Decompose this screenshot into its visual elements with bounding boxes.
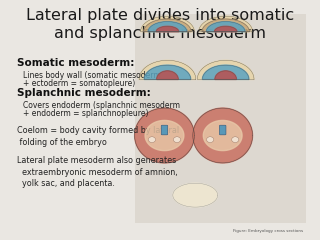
Circle shape [173, 137, 180, 143]
Text: Figure: Embryology cross sections: Figure: Embryology cross sections [233, 229, 303, 233]
Text: Lateral plate divides into somatic
and splanchnic mesoderm: Lateral plate divides into somatic and s… [26, 8, 294, 41]
Text: Lateral plate mesoderm also generates
  extraembryonic mesoderm of amnion,
  yol: Lateral plate mesoderm also generates ex… [17, 156, 177, 188]
Polygon shape [203, 120, 242, 150]
FancyBboxPatch shape [220, 125, 226, 135]
Polygon shape [157, 71, 178, 79]
Polygon shape [140, 16, 194, 32]
FancyBboxPatch shape [161, 125, 168, 135]
Polygon shape [145, 120, 184, 150]
Polygon shape [135, 108, 194, 163]
Polygon shape [214, 26, 237, 32]
Text: Somatic mesoderm:: Somatic mesoderm: [17, 58, 134, 68]
Text: + ectoderm = somatopleure): + ectoderm = somatopleure) [23, 79, 135, 88]
Polygon shape [202, 19, 249, 32]
Polygon shape [144, 19, 191, 32]
Polygon shape [173, 183, 218, 207]
Polygon shape [206, 22, 245, 32]
Polygon shape [199, 16, 252, 32]
Text: + endoderm = splanchnopleure): + endoderm = splanchnopleure) [23, 108, 148, 118]
Text: Splanchnic mesoderm:: Splanchnic mesoderm: [17, 88, 150, 98]
Circle shape [148, 137, 156, 143]
Polygon shape [148, 22, 187, 32]
Polygon shape [156, 26, 179, 32]
Text: Coelom = body cavity formed by lateral
 folding of the embryo: Coelom = body cavity formed by lateral f… [17, 126, 179, 147]
Circle shape [232, 137, 239, 143]
Polygon shape [144, 65, 191, 79]
Bar [135, 14, 306, 223]
Polygon shape [215, 71, 236, 79]
Text: Lines body wall (somatic mesoderm: Lines body wall (somatic mesoderm [23, 71, 160, 80]
Polygon shape [193, 108, 252, 163]
Polygon shape [139, 60, 196, 79]
Circle shape [207, 137, 214, 143]
Polygon shape [203, 65, 249, 79]
Polygon shape [197, 60, 254, 79]
Text: Covers endoderm (splanchnic mesoderm: Covers endoderm (splanchnic mesoderm [23, 101, 180, 110]
